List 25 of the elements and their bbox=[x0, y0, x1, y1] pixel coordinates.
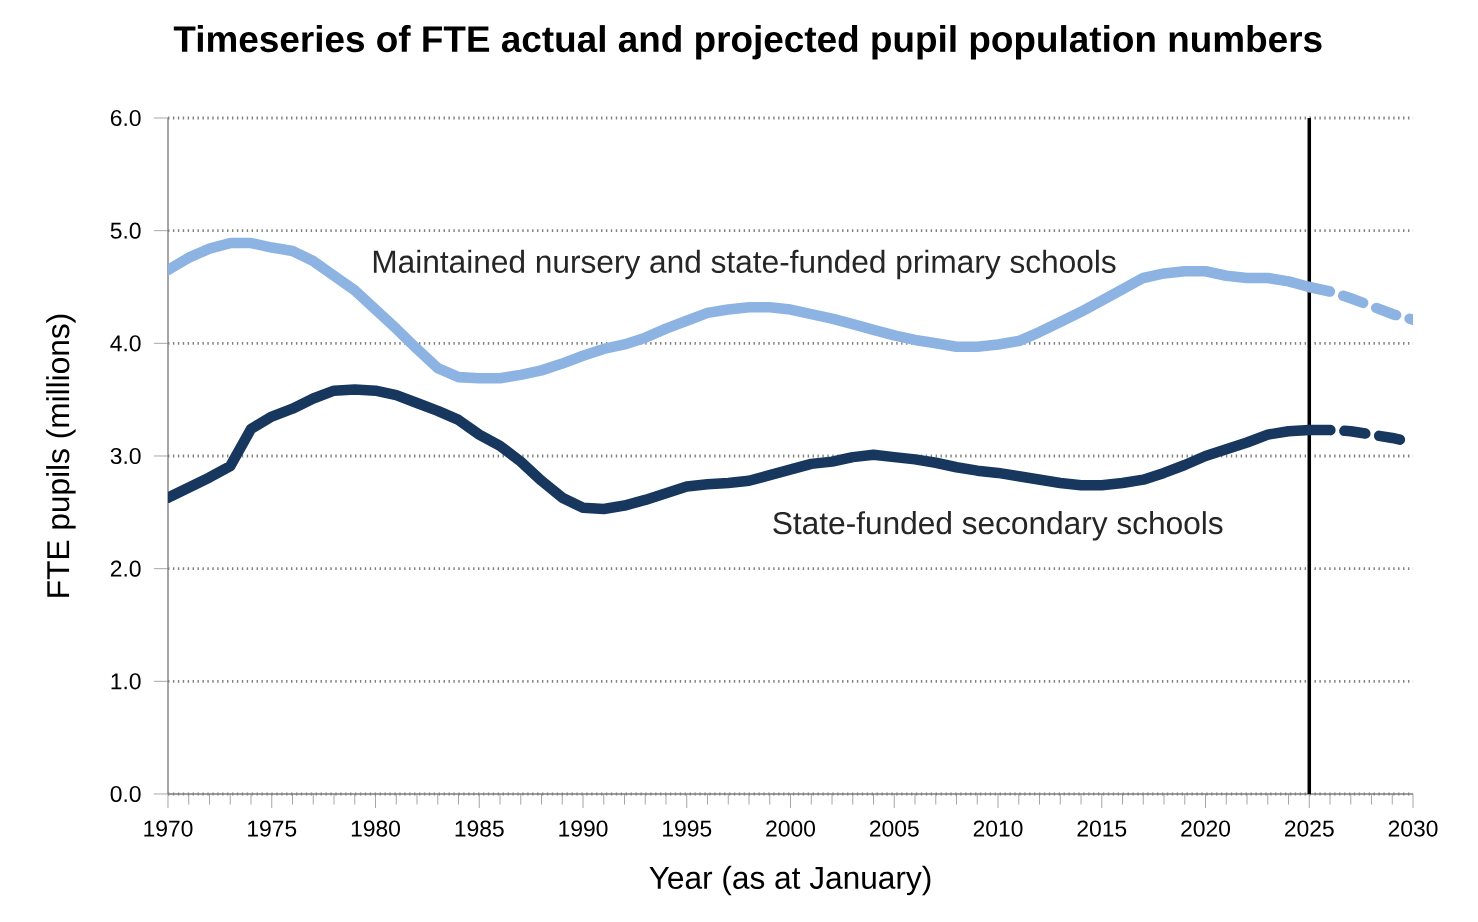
x-tick-label: 2015 bbox=[1077, 820, 1127, 837]
y-axis-title: FTE pupils (millions) bbox=[46, 314, 76, 597]
x-tick-label: 1970 bbox=[144, 820, 193, 837]
x-tick-label: 1990 bbox=[559, 820, 608, 837]
x-tick-label: 1985 bbox=[455, 820, 504, 837]
x-tick-label: 1975 bbox=[248, 820, 297, 837]
x-tick-label: 2000 bbox=[766, 820, 816, 837]
y-tick-label: 5.0 bbox=[110, 222, 141, 239]
series-label: State-funded secondary schools bbox=[773, 511, 1223, 541]
y-tick-label: 1.0 bbox=[111, 673, 141, 690]
y-tick-label: 0.0 bbox=[110, 785, 141, 803]
y-tick-label: 6.0 bbox=[110, 109, 141, 127]
y-tick-label: 2.0 bbox=[110, 560, 141, 577]
chart-title: Timeseries of FTE actual and projected pupil population numbers bbox=[173, 25, 1322, 60]
x-tick-label: 2025 bbox=[1285, 820, 1334, 837]
y-tick-label: 4.0 bbox=[110, 335, 141, 352]
x-tick-label: 1980 bbox=[351, 820, 400, 837]
y-tick-label: 3.0 bbox=[110, 447, 141, 465]
x-tick-label: 1995 bbox=[663, 820, 712, 837]
x-tick-label: 2005 bbox=[870, 820, 919, 837]
series-label: Maintained nursery and state-funded primary schools bbox=[373, 249, 1116, 280]
x-axis-title: Year (as at January) bbox=[649, 865, 931, 896]
x-tick-label: 2030 bbox=[1388, 820, 1438, 837]
x-tick-label: 2020 bbox=[1181, 820, 1231, 837]
x-tick-label: 2010 bbox=[973, 820, 1023, 837]
